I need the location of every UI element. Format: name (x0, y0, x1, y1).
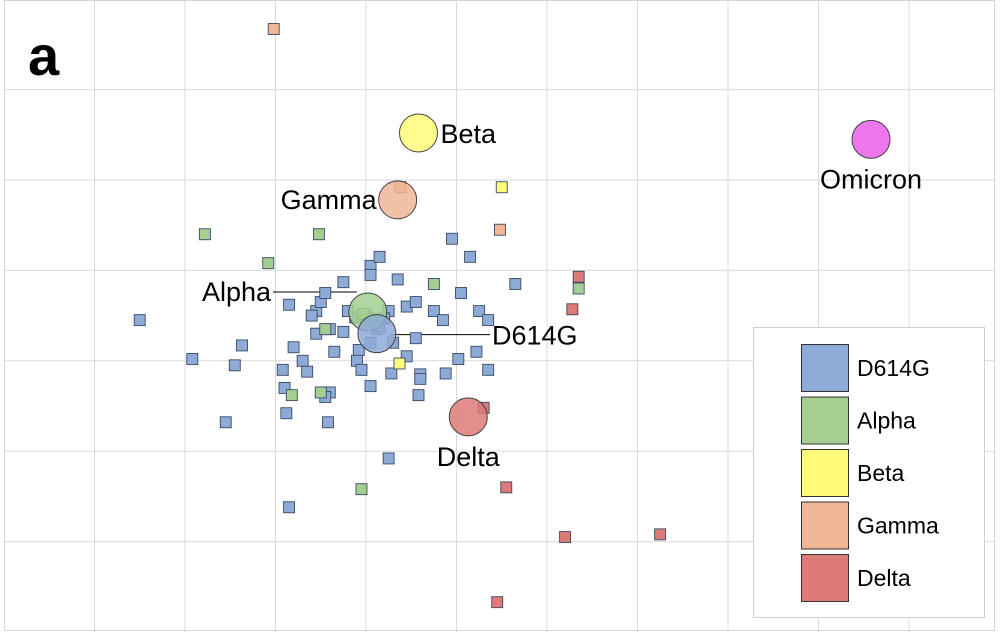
antigen-point-delta (448, 397, 488, 437)
sera-points (133, 23, 667, 609)
antigen-label-alpha: Alpha (202, 277, 272, 307)
antigen-label-beta: Beta (440, 119, 497, 149)
antigen-label-d614g: D614G (492, 321, 578, 351)
serum-point-d614g (301, 365, 314, 378)
legend-swatch-alpha (801, 396, 849, 445)
serum-point-d614g (219, 416, 232, 429)
serum-point-d614g (439, 367, 452, 380)
serum-point-d614g (355, 363, 368, 376)
legend-swatch-gamma (801, 501, 849, 550)
serum-point-alpha (319, 323, 332, 336)
serum-point-delta (559, 531, 572, 544)
serum-point-d614g (427, 305, 440, 318)
serum-point-d614g (400, 350, 413, 363)
serum-point-delta (500, 481, 513, 494)
serum-point-alpha (312, 228, 325, 241)
serum-point-d614g (283, 298, 296, 311)
serum-point-d614g (509, 278, 522, 290)
serum-point-d614g (436, 314, 449, 327)
legend-label-gamma: Gamma (857, 513, 939, 539)
legend-swatch-d614g (801, 344, 849, 392)
serum-point-beta (495, 181, 508, 194)
serum-point-d614g (452, 353, 465, 365)
serum-point-d614g (409, 332, 422, 345)
serum-point-d614g (328, 345, 341, 358)
serum-point-alpha (314, 386, 327, 399)
serum-point-d614g (412, 389, 425, 402)
serum-point-delta (654, 528, 667, 541)
serum-point-alpha (285, 389, 298, 402)
antigen-label-delta: Delta (437, 442, 501, 472)
serum-point-alpha (427, 278, 440, 290)
antigen-points (348, 113, 891, 437)
serum-point-d614g (186, 353, 199, 365)
serum-point-d614g (337, 325, 350, 338)
serum-point-delta (572, 270, 585, 283)
antigen-label-omicron: Omicron (820, 164, 922, 194)
plot-frame (4, 0, 995, 631)
antigen-point-gamma (378, 180, 418, 220)
legend-label-delta: Delta (857, 565, 911, 591)
serum-point-d614g (283, 501, 296, 514)
serum-point-d614g (382, 452, 395, 465)
serum-point-d614g (278, 381, 291, 394)
legend-label-beta: Beta (857, 460, 905, 486)
serum-point-d614g (470, 345, 483, 358)
serum-point-d614g (133, 314, 146, 327)
panel-letter: a (28, 24, 60, 87)
serum-point-d614g (385, 367, 398, 380)
serum-point-d614g (446, 232, 458, 245)
serum-point-d614g (236, 339, 248, 352)
legend-box (753, 327, 985, 618)
serum-point-d614g (364, 268, 377, 281)
serum-point-d614g (228, 359, 241, 372)
serum-point-alpha (572, 282, 585, 295)
serum-point-d614g (473, 305, 486, 318)
serum-point-d614g (391, 273, 404, 286)
serum-point-d614g (364, 380, 377, 393)
serum-point-d614g (373, 250, 386, 263)
serum-point-d614g (464, 250, 477, 263)
legend-swatch-delta (801, 554, 849, 602)
legend-label-alpha: Alpha (857, 408, 916, 434)
serum-point-d614g (482, 363, 495, 376)
legend: D614G Alpha Beta Gamma Delta (753, 327, 985, 618)
antigen-labels: Beta Gamma Alpha D614G Delta Omicron (202, 119, 922, 472)
antigen-point-d614g (357, 314, 397, 354)
serum-point-alpha (262, 257, 275, 270)
legend-label-d614g: D614G (857, 355, 930, 381)
serum-point-d614g (280, 407, 293, 420)
serum-point-beta (393, 357, 406, 370)
serum-point-d614g (305, 309, 318, 322)
serum-point-d614g (409, 296, 422, 308)
serum-point-delta (566, 303, 579, 316)
serum-point-alpha (198, 228, 211, 241)
serum-point-d614g (414, 372, 427, 385)
serum-point-d614g (276, 363, 289, 376)
legend-swatch-beta (801, 449, 849, 497)
antigen-point-omicron (851, 119, 891, 159)
serum-point-gamma (493, 223, 506, 236)
serum-point-d614g (287, 341, 300, 354)
serum-point-delta (491, 596, 504, 609)
serum-point-gamma (267, 23, 280, 35)
serum-point-d614g (322, 416, 334, 429)
serum-point-d614g (337, 276, 350, 289)
serum-point-d614g (482, 314, 495, 327)
antigen-label-gamma: Gamma (281, 185, 378, 215)
label-leader-lines (273, 291, 490, 336)
serum-point-d614g (455, 287, 467, 299)
serum-point-d614g (296, 354, 309, 367)
serum-point-alpha (355, 483, 368, 496)
antigen-point-beta (398, 113, 438, 153)
serum-point-d614g (319, 287, 332, 299)
